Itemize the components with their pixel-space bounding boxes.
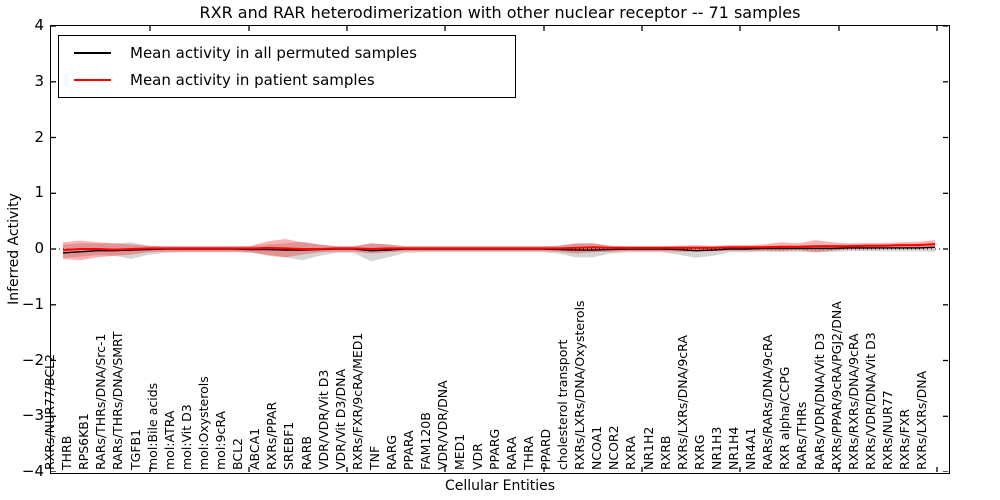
x-category-label: MED1 xyxy=(452,433,468,470)
chart-title: RXR and RAR heterodimerization with othe… xyxy=(199,3,801,22)
x-category-label: PPARD xyxy=(537,428,553,470)
x-category-label: VDR/VDR/Vit D3 xyxy=(315,369,331,470)
plot-area: RXRs/NUR77/BCL2 THRB RPS6KB1 RARs/THRs/DNA/… xyxy=(42,25,950,474)
x-category-label: NR1H3 xyxy=(708,426,724,470)
x-category-label: VDR xyxy=(469,443,485,470)
x-category-label: PPARA xyxy=(401,430,417,470)
x-category-label: mol:Bile acids xyxy=(144,382,160,470)
x-category-label: RARA xyxy=(503,436,519,470)
x-category-label: NCOR2 xyxy=(606,425,622,470)
x-category-label: NR4A1 xyxy=(743,427,759,471)
x-category-label: mol:9cRA xyxy=(213,410,228,470)
legend-item-patient: Mean activity in patient samples xyxy=(59,66,515,93)
y-tick-label: −4 xyxy=(21,462,44,480)
patient-mean-line xyxy=(62,243,936,252)
x-category-label: RARs/VDR/DNA/Vit D3 xyxy=(811,332,827,470)
legend-line-sample-patient xyxy=(74,78,111,81)
x-category-label: NCOA1 xyxy=(589,425,605,470)
x-category-label: RARs/THRs/DNA/SMRT xyxy=(110,331,126,470)
x-category-label: mol:Oxysterols xyxy=(195,376,211,470)
x-category-label: ABCA1 xyxy=(247,427,263,470)
x-category-label: THRB xyxy=(59,435,75,470)
x-category-label: RXRs/LXRs/DNA xyxy=(914,370,930,470)
x-category-label: RXRs/PPAR/9cRA/PGJ2/DNA xyxy=(828,301,844,470)
x-category-label: RARs/RARs/DNA/9cRA xyxy=(760,334,776,470)
x-category-label: BCL2 xyxy=(230,437,246,470)
x-category-label: RXRs/VDR/DNA/Vit D3 xyxy=(862,332,878,470)
x-category-label: RXRs/FXR/9cRA/MED1 xyxy=(349,332,365,470)
y-tick-label: −2 xyxy=(21,350,44,369)
x-category-label: RXRs/NUR77 xyxy=(879,390,895,470)
x-category-label: RXRA xyxy=(623,436,639,470)
x-category-label: RXRG xyxy=(691,434,707,470)
x-category-label: RPS6KB1 xyxy=(76,413,92,470)
x-category-label: RARs/THRs/DNA/Src-1 xyxy=(93,333,109,470)
x-category-label: RXR alpha/CCPG xyxy=(777,366,793,470)
permuted-range-band xyxy=(63,241,936,262)
y-tick-label: −3 xyxy=(21,406,44,425)
y-tick-label: 4 xyxy=(34,16,44,34)
x-category-label: FAM120B xyxy=(418,412,434,470)
x-category-label: PPARG xyxy=(486,428,502,470)
chart-canvas xyxy=(51,26,948,472)
x-category-label: mol:Vit D3 xyxy=(178,404,194,470)
x-category-label: RXRs/LXRs/DNA/9cRA xyxy=(674,335,690,470)
y-tick-label: 0 xyxy=(34,239,44,257)
x-category-label: mol:ATRA xyxy=(161,410,177,470)
x-category-label: VDR/Vit D3/DNA xyxy=(332,368,348,470)
legend-label-permuted: Mean activity in all permuted samples xyxy=(130,43,417,62)
legend-line-sample-permuted xyxy=(74,51,111,54)
x-category-label: THRA xyxy=(520,436,536,470)
x-category-label: RXRB xyxy=(657,435,673,470)
y-tick-label: 1 xyxy=(34,183,44,202)
x-category-label: TGFB1 xyxy=(127,428,143,470)
x-category-label: RARG xyxy=(384,434,399,470)
x-category-label: NR1H2 xyxy=(640,426,656,470)
x-category-label: RXRs/FXR xyxy=(897,408,912,470)
y-tick-label: 2 xyxy=(34,127,44,146)
x-category-label: RARB xyxy=(298,436,314,470)
x-category-label: RXRs/RXRs/DNA/9cRA xyxy=(845,333,861,470)
y-tick-label: −1 xyxy=(21,294,44,313)
x-category-label: RARs/THRs xyxy=(794,401,810,470)
x-category-label: SREBF1 xyxy=(281,421,297,470)
x-category-label: RXRs/NUR77/BCL2 xyxy=(42,354,57,470)
x-category-label: NR1H4 xyxy=(726,426,741,470)
y-tick-label: 3 xyxy=(34,71,44,90)
x-category-label: cholesterol transport xyxy=(555,339,570,470)
x-category-label: VDR/VDR/DNA xyxy=(435,380,451,470)
x-axis-label: Cellular Entities xyxy=(444,478,556,494)
legend-item-permuted: Mean activity in all permuted samples xyxy=(59,39,515,66)
legend-label-patient: Mean activity in patient samples xyxy=(130,70,375,89)
x-category-label: TNF xyxy=(366,445,382,470)
x-category-label: RXRs/PPAR xyxy=(264,401,280,470)
x-category-label: RXRs/LXRs/DNA/Oxysterols xyxy=(572,300,588,470)
legend: Mean activity in all permuted samples Me… xyxy=(58,35,516,98)
